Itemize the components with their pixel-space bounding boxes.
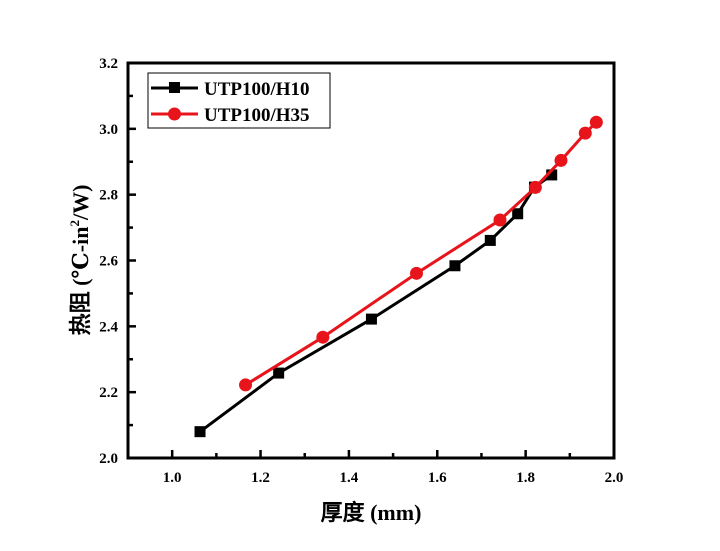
series-line-1	[244, 121, 598, 387]
data-point-circle	[239, 378, 253, 392]
y-tick-label: 2.2	[99, 385, 118, 401]
y-tick-label: 2.6	[99, 254, 118, 270]
x-tick-label: 1.0	[163, 470, 182, 486]
x-axis-label: 厚度 (mm)	[321, 500, 422, 525]
y-tick-label: 2.0	[99, 451, 118, 467]
legend-marker-square	[169, 82, 180, 93]
y-tick-label: 3.0	[99, 122, 118, 138]
data-point-square	[273, 367, 285, 379]
legend-label-h10: UTP100/H10	[204, 79, 310, 100]
data-point-square	[449, 260, 461, 272]
plot-frame	[126, 61, 616, 460]
data-point-square	[512, 208, 524, 220]
data-point-circle	[528, 180, 542, 194]
y-axis-label-end: /W)	[68, 185, 93, 221]
data-point-circle	[493, 213, 507, 227]
x-tick-label: 1.2	[251, 470, 270, 486]
data-point-square	[194, 426, 206, 438]
axis-ticks: 1.0 1.2 1.4 1.6 1.8 2.0 2.0 2.2 2.4 2.6 2.8 3.0 3.2	[99, 56, 623, 486]
x-tick-label: 2.0	[605, 470, 624, 486]
y-tick-label: 2.4	[99, 319, 118, 335]
x-tick-label: 1.4	[340, 470, 359, 486]
y-tick-label: 3.2	[99, 56, 118, 72]
y-axis-label: 热阻 (℃-in2/W)	[67, 185, 93, 336]
y-axis-label-sup: 2	[67, 220, 82, 227]
data-point-square	[484, 234, 496, 246]
series-layer	[194, 115, 603, 438]
data-point-square	[546, 169, 558, 181]
data-point-circle	[578, 126, 592, 140]
data-point-circle	[589, 115, 603, 129]
legend-marker-circle	[168, 107, 181, 121]
legend: UTP100/H10 UTP100/H35	[147, 72, 331, 129]
x-tick-label: 1.6	[428, 470, 447, 486]
data-point-circle	[316, 330, 330, 344]
x-tick-label: 1.8	[516, 470, 535, 486]
data-point-circle	[554, 153, 568, 167]
y-axis-label-main: 热阻 (℃-in	[68, 227, 93, 336]
data-point-circle	[410, 266, 424, 280]
series-line-0	[199, 173, 553, 433]
legend-label-h35: UTP100/H35	[204, 105, 310, 126]
y-tick-label: 2.8	[99, 188, 118, 204]
data-point-square	[365, 313, 377, 325]
